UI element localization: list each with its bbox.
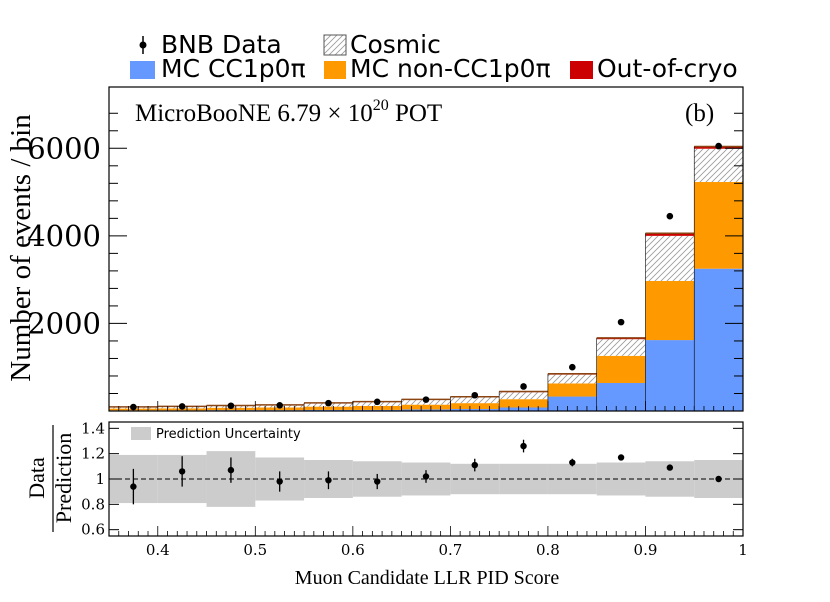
bar-cc1p0pi [401,409,451,411]
data-point [422,396,430,403]
legend-item-data: BNB Data [139,30,282,59]
data-point [666,212,674,220]
bar-cosmic [499,392,548,400]
ratio-point [325,477,332,484]
bar-outofcryo [645,233,695,236]
ratio-point [520,442,527,450]
x-tick-label: 0.5 [243,541,267,559]
ratio-y-tick-label: 1.2 [81,445,105,463]
legend-item-cosmic: Cosmic [323,30,441,59]
y-axis-title: Number of events / bin [5,114,37,382]
ratio-point [276,478,283,485]
ratio-y-tick-label: 1 [95,470,105,488]
ratio-point [715,475,722,483]
ratio-point [422,473,430,480]
legend-label-cc1p0pi: MC CC1p0π [161,54,306,83]
x-tick-label: 0.9 [634,541,658,559]
data-point [715,142,722,150]
x-axis-title: Muon Candidate LLR PID Score [295,567,560,589]
bar-noncc1p0pi [304,406,353,410]
legend-label-cosmic: Cosmic [350,30,441,59]
legend-item-noncc1p0pi: MC non-CC1p0π [324,54,551,83]
data-point [520,383,527,390]
bar-noncc1p0pi [450,403,500,410]
ratio-y-tick-label: 0.8 [81,495,105,513]
experiment-annotation: MicroBooNE 6.79 × 1020 POT [135,97,442,127]
ratio-axis-ticks: 0.6 0.8 1 1.2 1.4 0.4 0.5 0.6 0.7 0.8 0.9 1 [81,419,748,559]
ratio-point [471,461,478,469]
bar-cosmic [547,374,597,384]
bar-cc1p0pi [645,340,695,411]
ratio-point [569,459,576,466]
uncertainty-band-bin [499,463,548,495]
y-axis-ticks: 2000 4000 6000 [27,112,744,412]
data-point [276,402,283,409]
ratio-legend-label: Prediction Uncertainty [156,427,301,442]
bar-noncc1p0pi [499,399,548,408]
data-point [178,403,186,410]
ratio-plot: 0.6 0.8 1 1.2 1.4 0.4 0.5 0.6 0.7 0.8 0.9 1 Predict… [24,419,748,589]
x-tick-label: 0.6 [341,541,365,559]
data-point [471,391,479,399]
bar-noncc1p0pi [694,182,743,269]
ratio-point [374,478,381,485]
bar-noncc1p0pi [352,405,402,410]
bar-noncc1p0pi [547,383,597,397]
x-tick-label: 0.8 [536,541,560,559]
legend-label-outofcryo: Out-of-cryo [597,54,738,83]
x-tick-label: 0.7 [438,541,462,559]
bar-cosmic [596,339,646,356]
bar-noncc1p0pi [401,404,451,410]
ratio-point [130,483,137,490]
bar-cc1p0pi [450,409,500,411]
y-tick-label: 2000 [27,306,101,340]
bar-cc1p0pi [499,407,548,411]
data-point [130,403,137,411]
ratio-point [178,468,186,475]
legend-item-outofcryo: Out-of-cryo [570,54,738,83]
ratio-ylabel-numerator: Data [24,457,49,499]
x-tick-label: 0.4 [146,541,170,559]
ratio-y-tick-label: 0.6 [81,521,105,539]
bar-noncc1p0pi [645,280,695,341]
legend-label-data: BNB Data [161,30,282,59]
legend-label-noncc1p0pi: MC non-CC1p0π [350,54,551,83]
main-plot-frame [108,86,744,412]
legend: BNB Data Cosmic MC CC1p0π MC non-CC1p0π … [130,30,738,83]
bar-cc1p0pi [694,268,743,411]
bar-cosmic [450,397,500,404]
x-tick-label: 1 [738,541,748,559]
legend-item-cc1p0pi: MC CC1p0π [130,54,306,83]
bar-noncc1p0pi [596,355,646,383]
data-point [373,398,381,406]
bar-cc1p0pi [547,396,597,411]
ratio-point [227,466,235,474]
bar-cc1p0pi [596,382,646,411]
ratio-legend-swatch [131,427,151,440]
bar-noncc1p0pi [255,407,305,411]
ratio-point [666,464,674,471]
data-point [617,318,625,326]
ratio-ylabel-denominator: Prediction [51,433,76,523]
bar-cosmic [645,235,695,281]
ratio-y-tick-label: 1.4 [81,419,105,437]
data-points [130,142,722,411]
data-point [569,363,576,371]
ratio-points [130,439,722,505]
uncertainty-band-bin [547,463,597,495]
ratio-point [617,454,625,461]
panel-label: (b) [685,100,714,127]
y-tick-label: 4000 [27,219,101,253]
data-point [325,399,332,407]
y-tick-label: 6000 [27,131,101,165]
data-point [227,402,235,410]
stack-bars [108,145,743,411]
